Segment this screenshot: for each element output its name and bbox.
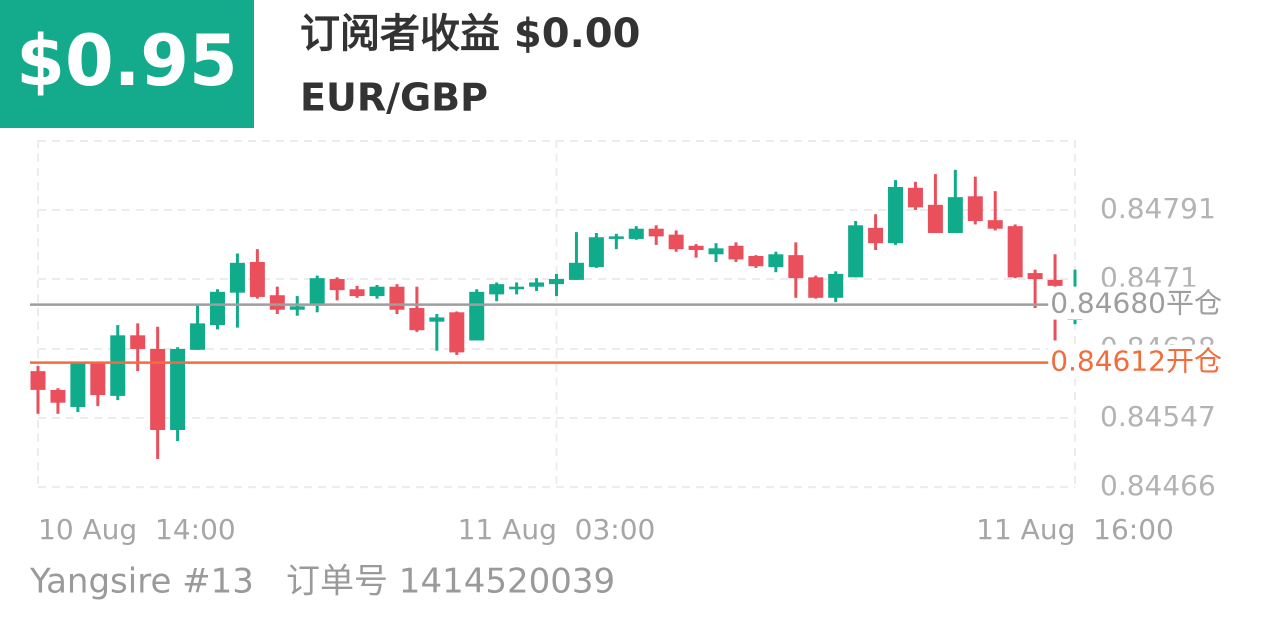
candle-body bbox=[190, 323, 206, 350]
title: 订阅者收益 $0.00 bbox=[300, 11, 640, 57]
candle-body bbox=[888, 186, 904, 244]
candle-body bbox=[509, 286, 525, 290]
candle-body bbox=[668, 234, 684, 250]
candle-body bbox=[269, 295, 285, 310]
candle-body bbox=[150, 348, 166, 430]
order-number: 订单号 1414520039 bbox=[286, 562, 615, 602]
candle-body bbox=[967, 196, 983, 222]
candle-body bbox=[229, 262, 245, 293]
candle-body bbox=[708, 248, 724, 255]
candle-body bbox=[1027, 273, 1043, 280]
candle-body bbox=[70, 363, 86, 407]
candle-body bbox=[608, 236, 624, 239]
y-tick-label: 0.84791 bbox=[1100, 192, 1216, 225]
candle-body bbox=[110, 335, 126, 396]
candle-body bbox=[209, 291, 225, 326]
candle-body bbox=[309, 278, 325, 306]
candle-body bbox=[329, 279, 345, 291]
symbol: EUR/GBP bbox=[300, 76, 488, 120]
candle-body bbox=[987, 220, 1003, 229]
candle-body bbox=[947, 197, 963, 233]
candle-body bbox=[50, 389, 66, 403]
y-tick-label: 0.84547 bbox=[1100, 400, 1216, 433]
candle-body bbox=[748, 256, 764, 267]
x-tick-label: 11 Aug 03:00 bbox=[458, 513, 656, 546]
candle-body bbox=[1047, 279, 1063, 286]
candle-body bbox=[868, 227, 884, 244]
x-tick-label: 10 Aug 14:00 bbox=[38, 513, 236, 546]
candle-body bbox=[90, 363, 106, 396]
candle-body bbox=[529, 282, 545, 287]
reference-label-bg bbox=[1048, 286, 1224, 320]
candle-body bbox=[130, 335, 146, 349]
candle-body bbox=[389, 286, 405, 310]
reference-label: 0.84612开仓 bbox=[1050, 345, 1222, 378]
candle-body bbox=[628, 228, 644, 239]
y-tick-label: 0.84466 bbox=[1100, 469, 1216, 502]
reference-label-bg bbox=[1048, 344, 1224, 378]
candle-body bbox=[788, 255, 804, 279]
candle-body bbox=[828, 273, 844, 298]
candle-body bbox=[848, 225, 864, 278]
candle-body bbox=[549, 279, 564, 285]
x-tick-label: 11 Aug 16:00 bbox=[976, 513, 1174, 546]
candle-body bbox=[449, 312, 465, 353]
candle-body bbox=[249, 261, 265, 297]
account: Yangsire #13 bbox=[29, 562, 254, 602]
candle-body bbox=[728, 245, 744, 260]
reference-label: 0.84680平仓 bbox=[1050, 287, 1222, 320]
candle-body bbox=[768, 254, 784, 268]
candle-body bbox=[30, 371, 46, 390]
candle-body bbox=[349, 289, 365, 297]
candle-body bbox=[369, 286, 385, 297]
candle-body bbox=[469, 291, 485, 341]
candle-body bbox=[489, 284, 505, 295]
candle-body bbox=[927, 204, 943, 233]
candle-body bbox=[568, 262, 584, 280]
badge-bg bbox=[0, 0, 254, 128]
candle-body bbox=[588, 237, 604, 268]
candle-body bbox=[289, 306, 305, 310]
candle-body bbox=[170, 348, 186, 430]
candle-body bbox=[1007, 226, 1023, 278]
candle-body bbox=[808, 277, 824, 298]
profit-badge: $0.95 bbox=[16, 20, 237, 102]
candle-body bbox=[648, 228, 664, 237]
candle-body bbox=[688, 245, 704, 251]
candle-body bbox=[409, 308, 425, 331]
candle-body bbox=[429, 317, 445, 322]
candle-body bbox=[907, 187, 923, 208]
